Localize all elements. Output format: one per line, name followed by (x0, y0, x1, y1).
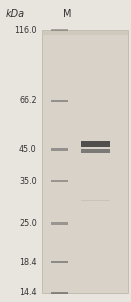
Text: kDa: kDa (5, 9, 24, 19)
Text: 45.0: 45.0 (19, 145, 37, 154)
Bar (81, 200, 110, 201)
Text: 35.0: 35.0 (19, 177, 37, 186)
Text: M: M (63, 9, 72, 19)
Bar (81, 149, 110, 153)
Bar (42, 30, 128, 293)
Text: 66.2: 66.2 (19, 96, 37, 105)
Bar (51, 29, 68, 31)
Bar (51, 180, 68, 182)
Text: 18.4: 18.4 (19, 258, 37, 267)
Bar (51, 261, 68, 263)
Bar (42, 30, 128, 35)
Text: 116.0: 116.0 (14, 26, 37, 35)
Bar (51, 100, 68, 102)
Text: 14.4: 14.4 (19, 288, 37, 297)
Bar (51, 292, 68, 294)
Text: 25.0: 25.0 (19, 219, 37, 228)
Bar (51, 223, 68, 225)
Bar (81, 141, 110, 147)
Bar (51, 148, 68, 150)
